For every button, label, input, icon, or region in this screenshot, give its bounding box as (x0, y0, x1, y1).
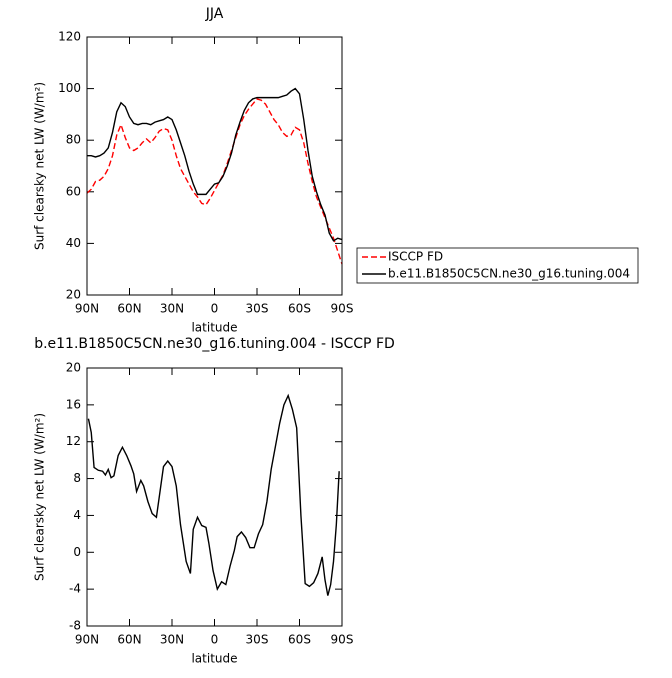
x-tick-label: 90N (75, 633, 99, 647)
x-tick-label: 0 (211, 633, 219, 647)
legend-label: ISCCP FD (388, 250, 443, 264)
x-tick-label: 90S (331, 302, 354, 316)
legend-label: b.e11.B1850C5CN.ne30_g16.tuning.004 (388, 267, 630, 281)
data-line (87, 87, 343, 242)
x-axis-label: latitude (191, 652, 237, 666)
x-axis-label: latitude (191, 321, 237, 335)
x-tick-label: 30N (160, 302, 184, 316)
x-tick-label: 0 (211, 302, 219, 316)
y-tick-label: -8 (69, 619, 81, 633)
y-tick-label: 20 (66, 288, 81, 302)
y-tick-label: 60 (66, 184, 81, 198)
chart-title: b.e11.B1850C5CN.ne30_g16.tuning.004 - IS… (34, 336, 395, 352)
plot-frame (86, 367, 343, 627)
data-line (86, 98, 343, 265)
y-tick-label: 8 (73, 471, 81, 485)
x-tick-label: 30S (246, 302, 269, 316)
x-tick-label: 30N (160, 633, 184, 647)
y-tick-label: 16 (66, 397, 81, 411)
x-tick-label: 60N (117, 302, 141, 316)
plot-frame (86, 36, 343, 296)
y-tick-label: 4 (73, 508, 81, 522)
y-tick-label: 0 (73, 545, 81, 559)
x-tick-label: 60N (117, 633, 141, 647)
x-tick-label: 90S (331, 633, 354, 647)
legend-box (356, 247, 639, 284)
x-tick-label: 30S (246, 633, 269, 647)
y-tick-label: 40 (66, 236, 81, 250)
data-line (87, 393, 340, 596)
x-tick-label: 60S (288, 633, 311, 647)
y-axis-label: Surf clearsky net LW (W/m²) (33, 413, 47, 581)
y-tick-label: 20 (66, 361, 81, 375)
y-axis-label: Surf clearsky net LW (W/m²) (33, 82, 47, 250)
x-tick-label: 90N (75, 302, 99, 316)
y-tick-label: -4 (69, 582, 81, 596)
y-tick-label: 100 (58, 81, 81, 95)
y-tick-label: 12 (66, 434, 81, 448)
x-tick-label: 60S (288, 302, 311, 316)
chart-title: JJA (205, 6, 224, 22)
y-tick-label: 120 (58, 30, 81, 44)
y-tick-label: 80 (66, 133, 81, 147)
